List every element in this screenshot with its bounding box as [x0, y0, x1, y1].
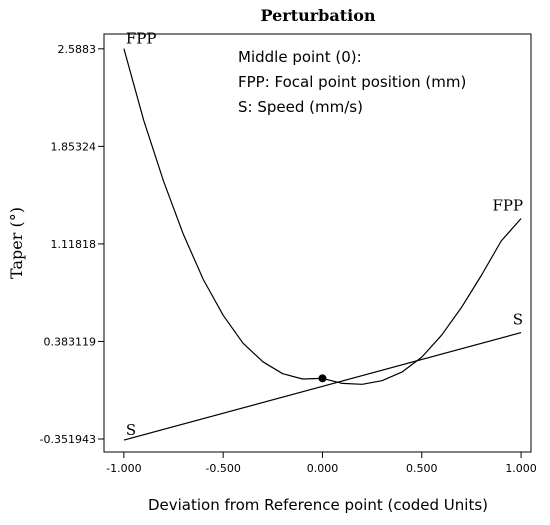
x-tick-label: -0.500 — [205, 462, 240, 475]
series-label-s-end: S — [513, 311, 523, 329]
chart-title: Perturbation — [261, 6, 376, 25]
y-tick-label: 0.383119 — [44, 335, 97, 348]
series-line-s — [123, 332, 522, 441]
legend-line-speed: S: Speed (mm/s) — [238, 98, 363, 116]
y-tick-label: -0.351943 — [40, 433, 96, 446]
x-tick-label: 1.000 — [505, 462, 537, 475]
y-axis: -0.351943 0.383119 1.11818 1.85324 2.5883 — [40, 43, 104, 446]
series-labels: FPP FPP S S — [126, 30, 523, 439]
x-tick-label: 0.500 — [406, 462, 438, 475]
x-tick-label: -1.000 — [106, 462, 141, 475]
series-label-fpp-end: FPP — [492, 196, 523, 214]
legend-text-box: Middle point (0): FPP: Focal point posit… — [238, 48, 466, 116]
x-axis: -1.000 -0.500 0.000 0.500 1.000 — [106, 452, 537, 475]
legend-line-fpp: FPP: Focal point position (mm) — [238, 73, 466, 91]
legend-line-middle-point: Middle point (0): — [238, 48, 362, 66]
y-tick-label: 1.85324 — [51, 140, 97, 153]
y-axis-label: Taper (°) — [7, 207, 26, 279]
y-tick-label: 1.11818 — [51, 238, 97, 251]
series-label-fpp-start: FPP — [126, 30, 157, 48]
x-axis-label: Deviation from Reference point (coded Un… — [148, 496, 488, 514]
x-tick-label: 0.000 — [307, 462, 339, 475]
series-group — [123, 48, 522, 441]
y-tick-label: 2.5883 — [58, 43, 97, 56]
plot-area-frame — [103, 33, 532, 453]
series-label-s-start: S — [126, 421, 136, 439]
reference-point-marker — [318, 374, 327, 383]
